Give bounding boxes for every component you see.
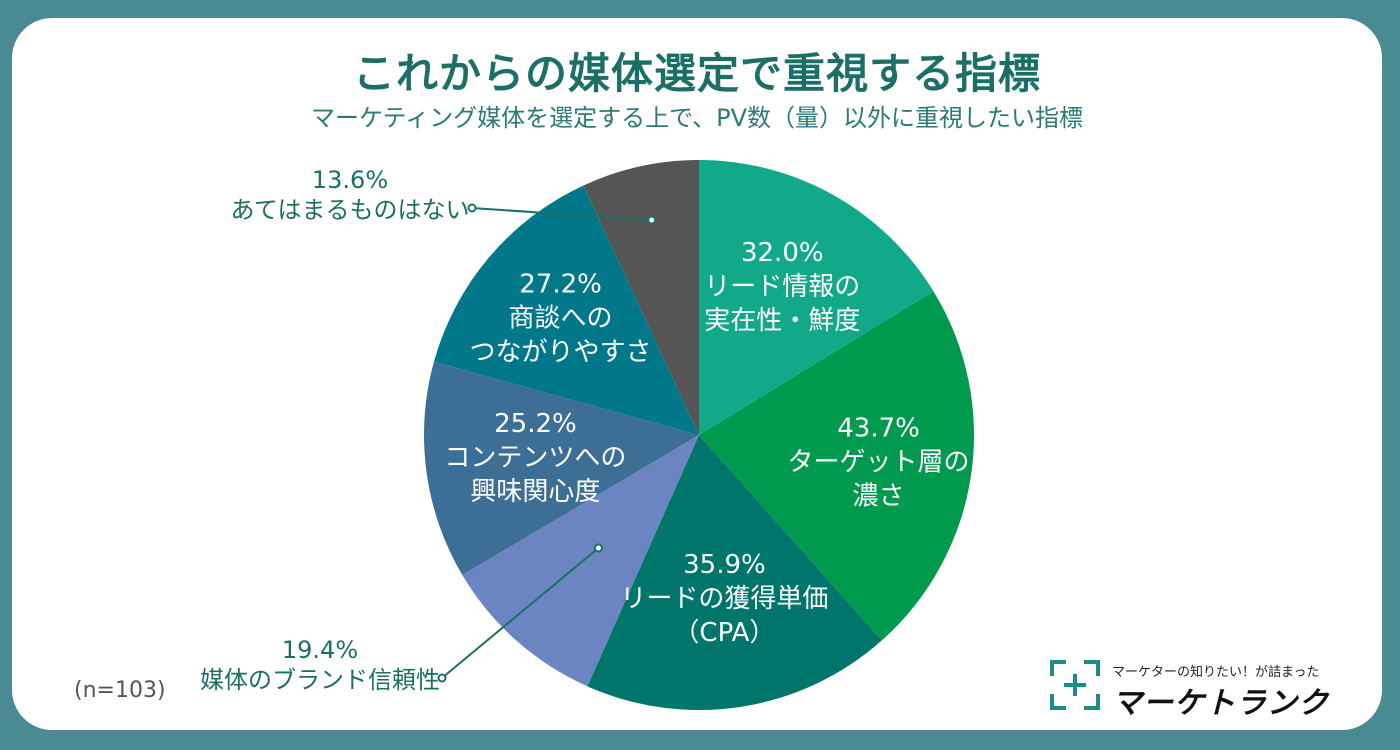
pie-slice (424, 361, 699, 576)
chart-card: これからの媒体選定で重視する指標 マーケティング媒体を選定する上で、PV数（量）… (12, 18, 1382, 730)
leader-dot (437, 673, 447, 683)
sample-size: (n=103) (74, 678, 166, 703)
pie-slice (699, 291, 975, 641)
chart-subtitle: マーケティング媒体を選定する上で、PV数（量）以外に重視したい指標 (310, 104, 1083, 132)
brand-logo: マーケターの知りたい！が詰まった マーケトランク (1048, 658, 1368, 721)
pie-slice (462, 435, 699, 687)
pie-slice (587, 435, 882, 710)
slice-label: 43.7%ターゲット層の濃さ (788, 414, 970, 512)
leader-dot (647, 215, 657, 225)
brand-tagline: マーケターの知りたい！が詰まった (1112, 665, 1320, 680)
brand-name: マーケトランク (1112, 686, 1329, 721)
pie-slice (583, 160, 699, 435)
chart-title: これからの媒体選定で重視する指標 (352, 49, 1041, 98)
pie-chart: 32.0%リード情報の実在性・鮮度 43.7%ターゲット層の濃さ 35.9%リードの… (200, 160, 975, 710)
leader-dot (593, 543, 603, 553)
leader-line (441, 547, 600, 679)
slice-label: 27.2%商談へのつながりやすさ (470, 270, 652, 368)
bracket-logo-icon (1050, 660, 1100, 710)
slice-label-outside: 13.6%あてはまるものはない (230, 166, 469, 224)
slice-label: 25.2%コンテンツへの興味関心度 (444, 409, 626, 507)
pie-slice (433, 185, 699, 435)
slice-label: 32.0%リード情報の実在性・鮮度 (704, 238, 860, 336)
slice-label-outside: 19.4%媒体のブランド信頼性 (200, 636, 440, 694)
leader-line (471, 207, 652, 222)
slice-label: 35.9%リードの獲得単価（CPA） (620, 550, 828, 648)
leader-dot (467, 203, 477, 213)
pie-slice (699, 160, 934, 435)
